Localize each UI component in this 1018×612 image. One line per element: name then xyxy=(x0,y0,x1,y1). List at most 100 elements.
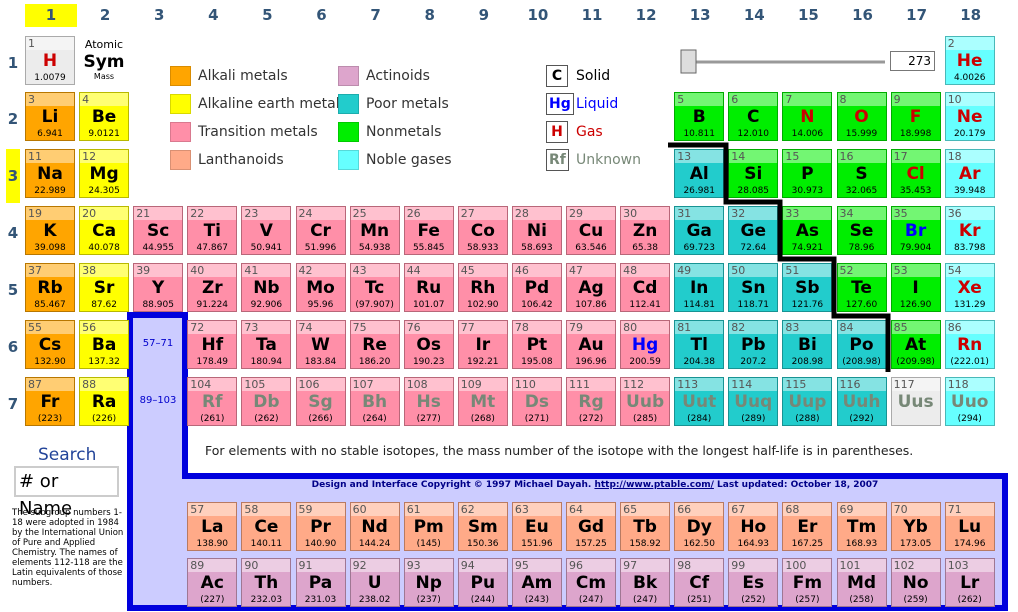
group-header[interactable]: 4 xyxy=(208,6,219,24)
group-header[interactable]: 11 xyxy=(581,6,603,24)
element-cell[interactable]: 97 Bk (247) xyxy=(620,558,671,607)
period-header[interactable]: 5 xyxy=(7,281,19,299)
element-cell[interactable]: 115 Uup (288) xyxy=(782,377,833,426)
element-cell[interactable]: 65 Tb 158.92 xyxy=(620,502,671,551)
element-cell[interactable]: 11 Na 22.989 xyxy=(25,149,75,198)
element-cell[interactable]: 96 Cm (247) xyxy=(566,558,616,607)
element-cell[interactable]: 72 Hf 178.49 xyxy=(187,320,238,369)
element-cell[interactable]: 73 Ta 180.94 xyxy=(241,320,292,369)
element-cell[interactable]: 22 Ti 47.867 xyxy=(187,206,238,255)
element-cell[interactable]: 84 Po (208.98) xyxy=(836,320,887,369)
element-cell[interactable]: 91 Pa 231.03 xyxy=(295,558,346,607)
group-header[interactable]: 8 xyxy=(424,6,435,24)
element-cell[interactable]: 103 Lr (262) xyxy=(944,558,995,607)
element-cell[interactable]: 63 Eu 151.96 xyxy=(511,502,562,551)
element-cell[interactable]: 70 Yb 173.05 xyxy=(890,502,941,551)
group-header[interactable]: 15 xyxy=(797,6,819,24)
legend-label[interactable]: Transition metals xyxy=(198,124,318,140)
group-header[interactable]: 16 xyxy=(852,6,873,24)
period-header[interactable]: 1 xyxy=(7,54,19,72)
element-cell[interactable]: 104 Rf (261) xyxy=(187,377,238,426)
group-header[interactable]: 5 xyxy=(262,6,273,24)
element-cell[interactable]: 41 Nb 92.906 xyxy=(241,263,292,312)
element-cell[interactable]: 29 Cu 63.546 xyxy=(566,206,616,255)
element-cell[interactable]: 23 V 50.941 xyxy=(241,206,292,255)
element-cell[interactable]: 74 W 183.84 xyxy=(295,320,346,369)
element-cell[interactable]: 118 Uuo (294) xyxy=(944,377,995,426)
element-cell[interactable]: 25 Mn 54.938 xyxy=(349,206,400,255)
element-cell[interactable]: 113 Uut (284) xyxy=(674,377,725,426)
element-cell[interactable]: 8 O 15.999 xyxy=(836,92,887,141)
group-header[interactable]: 12 xyxy=(635,6,657,24)
element-cell[interactable]: 36 Kr 83.798 xyxy=(944,206,995,255)
legend-label[interactable]: Alkali metals xyxy=(198,68,288,84)
element-cell[interactable]: 56 Ba 137.32 xyxy=(79,320,130,369)
element-cell[interactable]: 81 Tl 204.38 xyxy=(674,320,725,369)
search-input[interactable]: # or Name xyxy=(14,466,119,519)
element-cell[interactable]: 13 Al 26.981 xyxy=(674,149,725,198)
element-cell[interactable]: 90 Th 232.03 xyxy=(241,558,292,607)
element-cell[interactable]: 110 Ds (271) xyxy=(511,377,562,426)
element-cell[interactable]: 75 Re 186.20 xyxy=(349,320,400,369)
element-cell[interactable]: 49 In 114.81 xyxy=(674,263,725,312)
element-cell[interactable]: 18 Ar 39.948 xyxy=(944,149,995,198)
element-cell[interactable]: 94 Pu (244) xyxy=(457,558,508,607)
legend-label[interactable]: Lanthanoids xyxy=(198,152,284,168)
element-cell[interactable]: 101 Md (258) xyxy=(836,558,887,607)
element-cell[interactable]: 24 Cr 51.996 xyxy=(295,206,346,255)
element-cell[interactable]: 76 Os 190.23 xyxy=(403,320,454,369)
legend-label[interactable]: Actinoids xyxy=(366,68,430,84)
legend-label[interactable]: Poor metals xyxy=(366,96,449,112)
slider-thumb[interactable] xyxy=(680,49,697,74)
group-header[interactable]: 6 xyxy=(316,6,327,24)
element-cell[interactable]: 55 Cs 132.90 xyxy=(25,320,75,369)
element-cell[interactable]: 45 Rh 102.90 xyxy=(457,263,508,312)
element-cell[interactable]: 15 P 30.973 xyxy=(782,149,833,198)
element-cell[interactable]: 87 Fr (223) xyxy=(25,377,75,426)
element-cell[interactable]: 88 Ra (226) xyxy=(79,377,130,426)
period-header[interactable]: 7 xyxy=(7,395,19,413)
element-cell[interactable]: 105 Db (262) xyxy=(241,377,292,426)
element-cell[interactable]: 66 Dy 162.50 xyxy=(674,502,725,551)
element-cell[interactable]: 19 K 39.098 xyxy=(25,206,75,255)
element-cell[interactable]: 93 Np (237) xyxy=(403,558,454,607)
element-cell[interactable]: 112 Uub (285) xyxy=(620,377,671,426)
element-cell[interactable]: 60 Nd 144.24 xyxy=(349,502,400,551)
state-label[interactable]: Gas xyxy=(576,124,603,140)
element-cell[interactable]: 102 No (259) xyxy=(890,558,941,607)
element-cell[interactable]: 21 Sc 44.955 xyxy=(133,206,184,255)
element-cell[interactable]: 78 Pt 195.08 xyxy=(511,320,562,369)
element-cell[interactable]: 34 Se 78.96 xyxy=(836,206,887,255)
element-cell[interactable]: 80 Hg 200.59 xyxy=(620,320,671,369)
element-cell[interactable]: 69 Tm 168.93 xyxy=(836,502,887,551)
element-cell[interactable]: 64 Gd 157.25 xyxy=(566,502,616,551)
element-cell[interactable]: 31 Ga 69.723 xyxy=(674,206,725,255)
element-cell[interactable]: 42 Mo 95.96 xyxy=(295,263,346,312)
group-header[interactable]: 13 xyxy=(689,6,711,24)
element-cell[interactable]: 95 Am (243) xyxy=(511,558,562,607)
element-cell[interactable]: 40 Zr 91.224 xyxy=(187,263,238,312)
element-cell[interactable]: 52 Te 127.60 xyxy=(836,263,887,312)
element-cell[interactable]: 54 Xe 131.29 xyxy=(944,263,995,312)
element-cell[interactable]: 7 N 14.006 xyxy=(782,92,833,141)
element-cell[interactable]: 2 He 4.0026 xyxy=(944,36,995,85)
element-cell[interactable]: 71 Lu 174.96 xyxy=(944,502,995,551)
group-header[interactable]: 14 xyxy=(743,6,765,24)
element-cell[interactable]: 114 Uuq (289) xyxy=(728,377,779,426)
legend-label[interactable]: Alkaline earth metals xyxy=(198,96,347,112)
state-label[interactable]: Solid xyxy=(576,68,611,84)
group-header[interactable]: 2 xyxy=(99,6,111,24)
period-header[interactable]: 6 xyxy=(7,338,19,356)
element-cell[interactable]: 67 Ho 164.93 xyxy=(728,502,779,551)
element-cell[interactable]: 35 Br 79.904 xyxy=(890,206,941,255)
element-cell[interactable]: 12 Mg 24.305 xyxy=(79,149,130,198)
state-label[interactable]: Liquid xyxy=(576,96,619,112)
element-cell[interactable]: 9 F 18.998 xyxy=(890,92,941,141)
temperature-input[interactable]: 273 xyxy=(890,51,935,71)
element-cell[interactable]: 30 Zn 65.38 xyxy=(620,206,671,255)
element-cell[interactable]: 116 Uuh (292) xyxy=(836,377,887,426)
period-header[interactable]: 3 xyxy=(6,149,20,203)
period-header[interactable]: 2 xyxy=(7,110,19,128)
element-cell[interactable]: 6 C 12.010 xyxy=(728,92,779,141)
group-header[interactable]: 1 xyxy=(25,4,77,27)
